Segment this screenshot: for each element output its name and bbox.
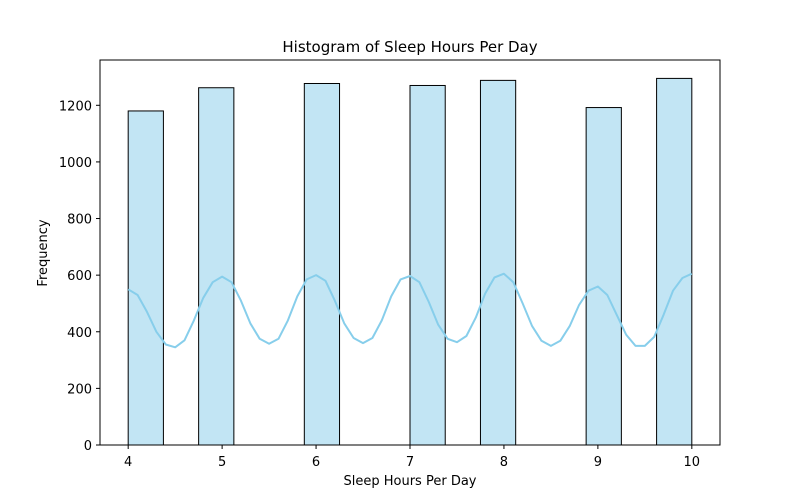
histogram-bar-5 [479,79,517,446]
y-tick-label: 800 [67,213,92,228]
bars-layer [127,77,693,446]
x-tick-label: 8 [500,455,508,470]
y-ticks: 0 200 400 600 800 1000 1200 [59,99,100,454]
x-tick-label: 6 [312,455,320,470]
y-tick-label: 1000 [59,156,92,171]
x-tick-label: 5 [218,455,226,470]
chart-title: Histogram of Sleep Hours Per Day [282,38,537,56]
y-tick-label: 200 [67,382,92,397]
histogram-bar-2 [198,87,235,446]
y-tick-label: 1200 [59,99,92,114]
x-tick-label: 7 [406,455,414,470]
x-tick-label: 10 [684,455,701,470]
x-ticks: 4 5 6 7 8 9 10 [124,445,700,470]
y-tick-label: 600 [67,269,92,284]
histogram-bar-1 [127,110,164,446]
kde-curve [127,272,693,349]
kde-layer [127,272,693,349]
x-tick-label: 4 [124,455,132,470]
histogram-bar-3 [303,82,341,446]
y-tick-label: 0 [84,439,92,454]
histogram-bar-7 [656,77,693,446]
y-tick-label: 400 [67,326,92,341]
y-axis-label: Frequency [36,219,51,286]
x-tick-label: 9 [594,455,602,470]
histogram-bar-6 [585,107,622,446]
histogram-bar-4 [409,84,446,446]
x-axis-label: Sleep Hours Per Day [344,474,477,489]
